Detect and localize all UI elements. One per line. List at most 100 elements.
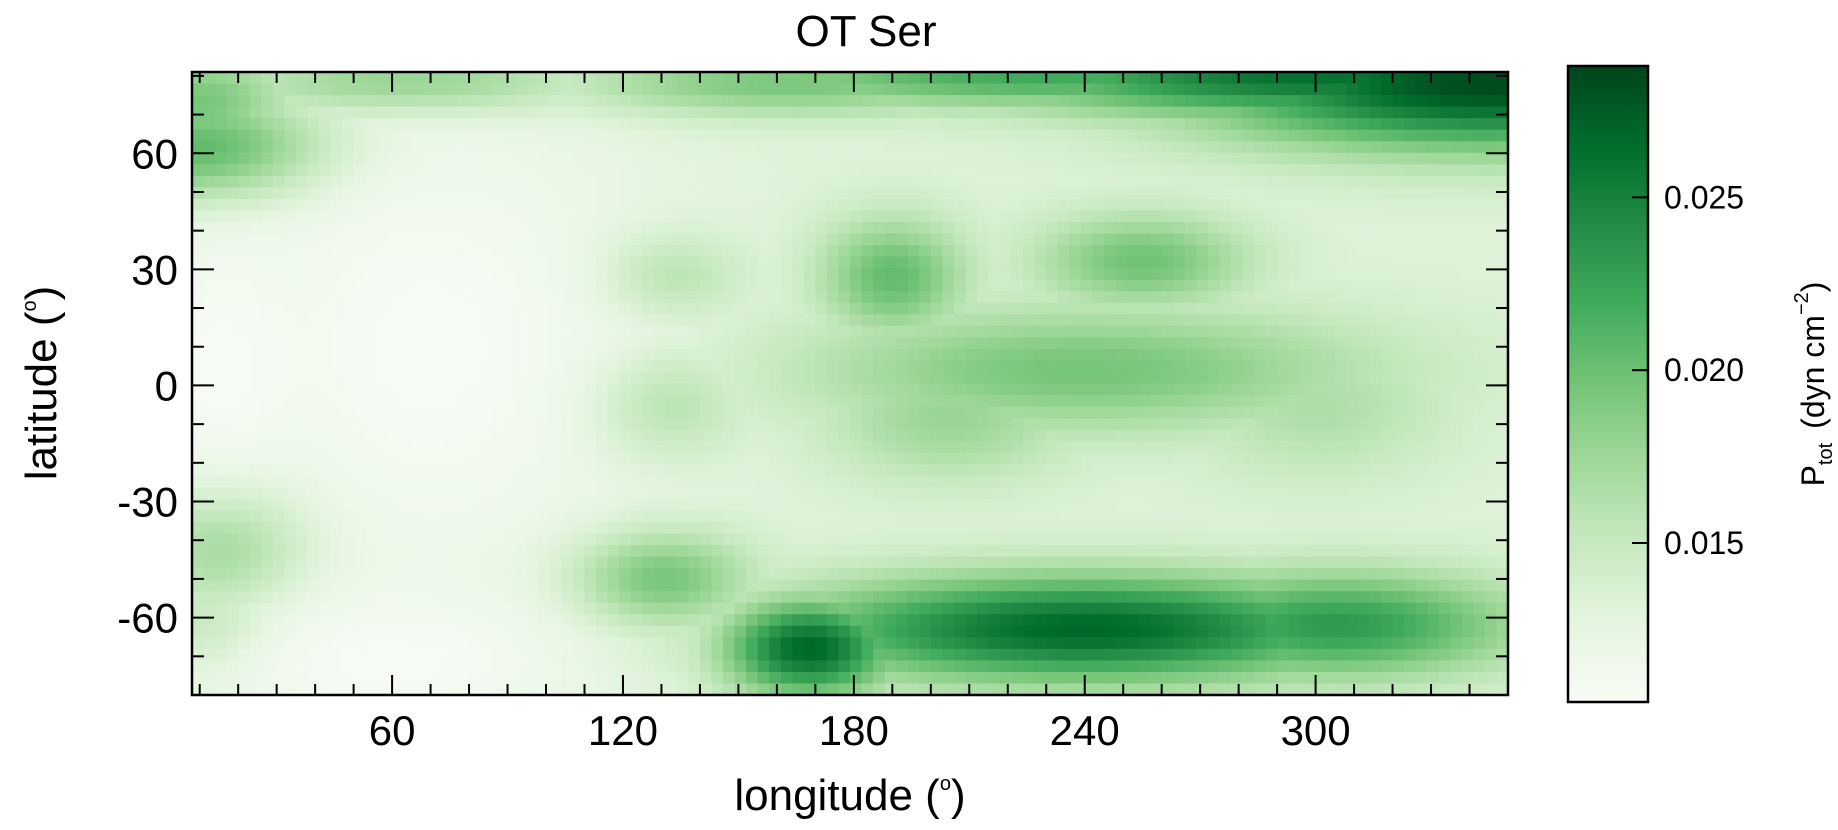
heatmap-cell <box>803 452 816 465</box>
heatmap-cell <box>584 510 597 523</box>
heatmap-cell <box>1288 406 1301 419</box>
heatmap-cell <box>1069 487 1082 500</box>
heatmap-cell <box>699 187 713 200</box>
heatmap-cell <box>353 429 366 442</box>
heatmap-cell <box>1473 545 1486 558</box>
heatmap-cell <box>1127 221 1140 235</box>
heatmap-cell <box>746 291 759 304</box>
heatmap-cell <box>1311 510 1324 523</box>
heatmap-cell <box>780 383 793 396</box>
heatmap-cell <box>1103 129 1117 142</box>
heatmap-cell <box>1127 545 1140 558</box>
heatmap-cell <box>769 83 782 96</box>
heatmap-cell <box>1369 83 1382 96</box>
heatmap-cell <box>1023 83 1036 96</box>
heatmap-cell <box>850 302 863 315</box>
heatmap-cell <box>1092 568 1105 581</box>
heatmap-cell <box>1242 221 1255 235</box>
heatmap-cell <box>307 418 320 431</box>
heatmap-cell <box>988 348 1001 362</box>
heatmap-cell <box>226 210 239 223</box>
heatmap-cell <box>1069 406 1082 419</box>
heatmap-cell <box>1300 198 1313 212</box>
heatmap-cell <box>1092 441 1105 454</box>
heatmap-cell <box>861 568 874 581</box>
heatmap-cell <box>826 464 840 477</box>
heatmap-cell <box>1323 464 1336 477</box>
heatmap-cell <box>226 337 239 350</box>
heatmap-cell <box>526 325 539 338</box>
heatmap-cell <box>596 371 609 385</box>
heatmap-cell <box>1057 175 1070 188</box>
heatmap-cell <box>1334 487 1347 500</box>
heatmap-cell <box>907 141 920 154</box>
heatmap-cell <box>630 521 643 535</box>
heatmap-cell <box>318 233 332 246</box>
heatmap-cell <box>1103 510 1117 523</box>
heatmap-cell <box>538 452 551 465</box>
heatmap-cell <box>619 383 632 396</box>
heatmap-cell <box>1034 556 1047 569</box>
heatmap-cell <box>1277 314 1290 327</box>
heatmap-cell <box>884 314 897 327</box>
heatmap-cell <box>1150 429 1163 442</box>
heatmap-cell <box>1138 418 1151 431</box>
heatmap-cell <box>757 245 770 258</box>
heatmap-cell <box>757 406 770 419</box>
heatmap-cell <box>318 475 332 488</box>
heatmap-cell <box>365 279 378 292</box>
heatmap-cell <box>1381 441 1394 454</box>
heatmap-cell <box>1311 198 1324 212</box>
heatmap-cell <box>711 533 724 546</box>
heatmap-cell <box>1404 118 1417 131</box>
heatmap-cell <box>965 348 978 362</box>
heatmap-cell <box>1011 152 1024 165</box>
heatmap-cell <box>1196 210 1209 223</box>
heatmap-cell <box>1034 245 1047 258</box>
heatmap-cell <box>376 545 389 558</box>
heatmap-cell <box>238 464 251 477</box>
heatmap-cell <box>1254 475 1267 488</box>
heatmap-cell <box>422 371 436 385</box>
heatmap-cell <box>1161 314 1174 327</box>
heatmap-cell <box>711 83 724 96</box>
heatmap-cell <box>526 152 539 165</box>
heatmap-cell <box>1392 152 1405 165</box>
heatmap-cell <box>1046 568 1059 581</box>
heatmap-cell <box>1150 198 1163 212</box>
heatmap-cell <box>1381 556 1394 569</box>
heatmap-cell <box>1254 383 1267 396</box>
heatmap-cell <box>261 487 274 500</box>
heatmap-cell <box>873 325 886 338</box>
heatmap-cell <box>1323 106 1336 119</box>
heatmap-cell <box>1230 348 1244 362</box>
heatmap-cell <box>1184 72 1197 85</box>
heatmap-cell <box>1103 568 1117 581</box>
heatmap-cell <box>884 383 897 396</box>
heatmap-cell <box>734 395 747 408</box>
heatmap-cell <box>711 95 724 108</box>
heatmap-cell <box>1404 221 1417 235</box>
heatmap-cell <box>1381 291 1394 304</box>
heatmap-cell <box>1196 510 1209 523</box>
heatmap-cell <box>1127 429 1140 442</box>
heatmap-cell <box>1404 325 1417 338</box>
heatmap-cell <box>769 325 782 338</box>
heatmap-cell <box>1115 418 1128 431</box>
heatmap-cell <box>480 187 493 200</box>
heatmap-cell <box>434 221 447 235</box>
heatmap-cell <box>688 129 701 142</box>
heatmap-cell <box>861 106 874 119</box>
heatmap-cell <box>688 441 701 454</box>
heatmap-cell <box>1023 268 1036 281</box>
heatmap-cell <box>422 533 436 546</box>
heatmap-cell <box>815 464 828 477</box>
heatmap-cell <box>607 268 620 281</box>
heatmap-cell <box>365 406 378 419</box>
heatmap-cell <box>780 395 793 408</box>
heatmap-cell <box>1184 129 1197 142</box>
heatmap-cell <box>1011 395 1024 408</box>
heatmap-cell <box>1150 164 1163 177</box>
heatmap-cell <box>1357 487 1371 500</box>
heatmap-cell <box>572 475 586 488</box>
